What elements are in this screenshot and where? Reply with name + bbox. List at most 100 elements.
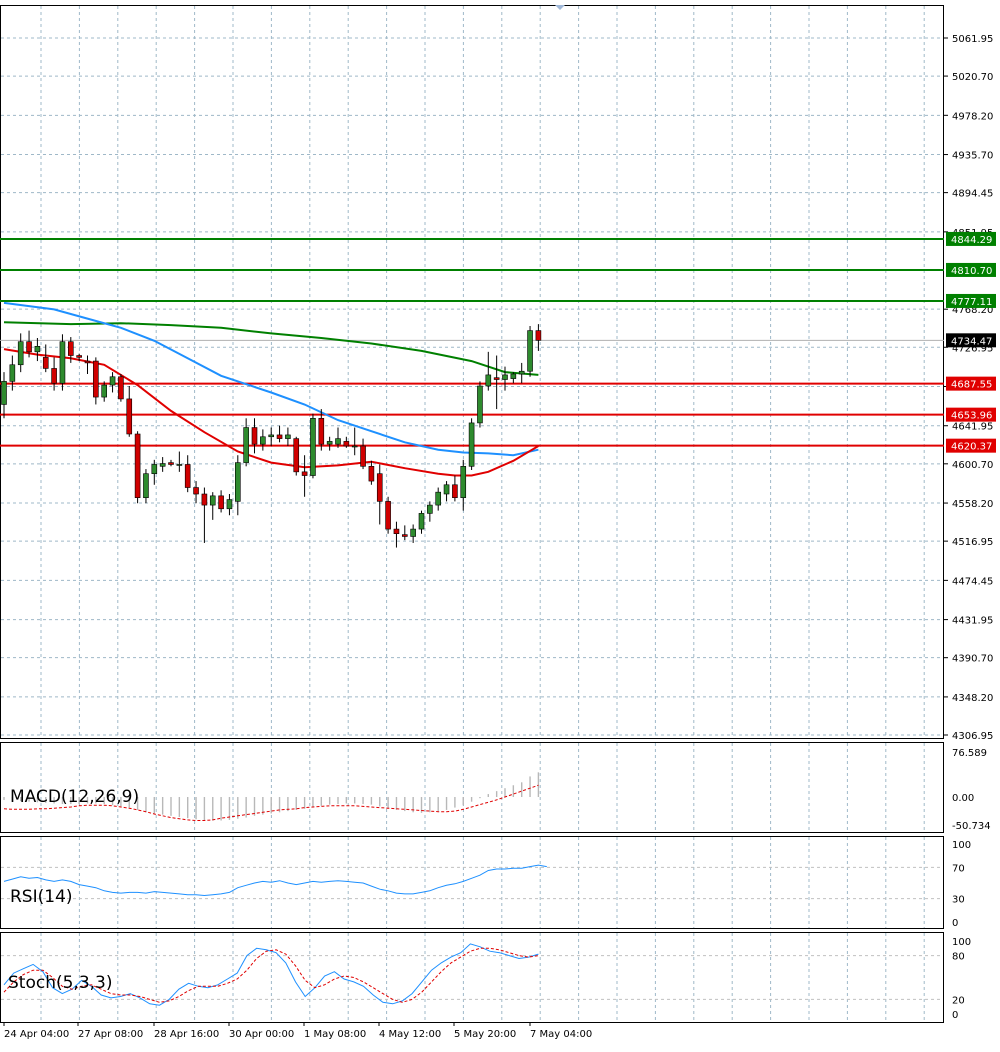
candle-body [143, 473, 149, 498]
price-tick-label: 4558.20 [952, 499, 993, 510]
macd-tick-label: 0.00 [952, 793, 974, 804]
candle-body [201, 493, 208, 506]
level-price-label: 4687.55 [951, 380, 992, 391]
stoch-title: Stoch(5,3,3) [8, 973, 113, 993]
candle-body [109, 376, 116, 386]
candle-body [368, 466, 375, 482]
candle-body [17, 341, 24, 366]
candle-body [1, 381, 7, 405]
candle-body [101, 384, 107, 398]
candle [226, 494, 233, 516]
candle [126, 385, 133, 437]
candle [510, 372, 517, 384]
candle [535, 324, 542, 351]
candle [418, 510, 425, 534]
candle [485, 351, 492, 391]
candle-body [42, 357, 49, 369]
candle [376, 464, 383, 525]
level-price-tag [946, 231, 996, 246]
candle [251, 418, 258, 454]
candle-body [435, 491, 442, 506]
candle [51, 357, 57, 391]
candle-body [460, 466, 467, 498]
candle-body [184, 464, 191, 488]
stoch-line-0 [3, 943, 539, 1006]
current-price-label: 4734.47 [951, 336, 992, 347]
candle-body [226, 499, 233, 510]
candle [435, 487, 442, 511]
candle-body [343, 441, 350, 447]
candle [93, 357, 99, 405]
candle-body [285, 434, 291, 439]
candle [293, 436, 300, 476]
candle [176, 451, 183, 472]
stoch-tick-label: 100 [952, 937, 971, 948]
candle-body [251, 427, 258, 445]
candle [360, 438, 366, 470]
level-price-label: 4777.11 [951, 297, 992, 308]
stoch-tick-label: 80 [952, 952, 965, 963]
candle [68, 337, 74, 363]
candle-body [376, 473, 383, 502]
candle [335, 427, 341, 448]
candle-body [527, 330, 533, 372]
candle [235, 455, 241, 516]
price-tick-label: 4768.20 [952, 305, 993, 316]
candle [427, 501, 433, 522]
current-price-tag [946, 333, 996, 348]
price-tick-label: 4390.70 [952, 654, 993, 665]
rsi-title: RSI(14) [10, 887, 73, 907]
price-tick-label: 4726.95 [952, 343, 993, 354]
rsi-line [3, 864, 547, 897]
candle-body [485, 374, 492, 387]
candle-body [59, 341, 66, 384]
macd-title: MACD(12,26,9) [10, 787, 139, 807]
candle [76, 353, 82, 362]
price-tick-label: 5061.95 [952, 34, 993, 45]
price-tick-label: 4306.95 [952, 731, 993, 742]
candle-body [93, 360, 99, 398]
candle [268, 427, 275, 446]
candle-body [518, 370, 525, 375]
candle [151, 459, 158, 485]
candle-body [268, 434, 275, 438]
panel-frame-0 [0, 5, 944, 739]
rsi-tick-label: 70 [952, 863, 965, 874]
candle-body [443, 484, 450, 495]
price-tick-label: 4516.95 [952, 537, 993, 548]
candle [118, 373, 124, 402]
candle [318, 409, 325, 451]
x-tick-label: 4 May 12:00 [379, 1029, 441, 1040]
candle-body [318, 418, 325, 445]
candle [159, 457, 166, 472]
candle [193, 481, 199, 504]
x-tick-label: 27 Apr 08:00 [78, 1029, 143, 1040]
candle-body [477, 385, 483, 424]
x-tick-label: 1 May 08:00 [304, 1029, 366, 1040]
candle-body [502, 374, 508, 380]
rsi-tick-label: 100 [952, 840, 971, 851]
moving-average-line-0 [3, 321, 539, 376]
candle [368, 460, 375, 485]
candle-body [493, 377, 500, 380]
candle-body [393, 528, 400, 535]
price-tick-label: 4894.45 [952, 189, 993, 200]
panel-frame-3 [0, 932, 944, 1023]
level-price-label: 4810.70 [951, 266, 992, 277]
candle-body [410, 528, 416, 537]
candle [326, 436, 333, 451]
candle-body [293, 438, 300, 473]
level-price-tag [946, 438, 996, 453]
candle-body [126, 398, 133, 435]
candle [301, 455, 308, 497]
candle [34, 337, 41, 362]
candle [84, 355, 91, 374]
candle-body [510, 373, 517, 379]
macd-tick-label: 76.589 [952, 748, 987, 759]
candle-body [310, 418, 316, 476]
panel-frame-1 [0, 742, 944, 833]
candle [276, 425, 283, 443]
candle [343, 436, 350, 448]
candle [351, 427, 358, 456]
candle-body [535, 330, 542, 341]
